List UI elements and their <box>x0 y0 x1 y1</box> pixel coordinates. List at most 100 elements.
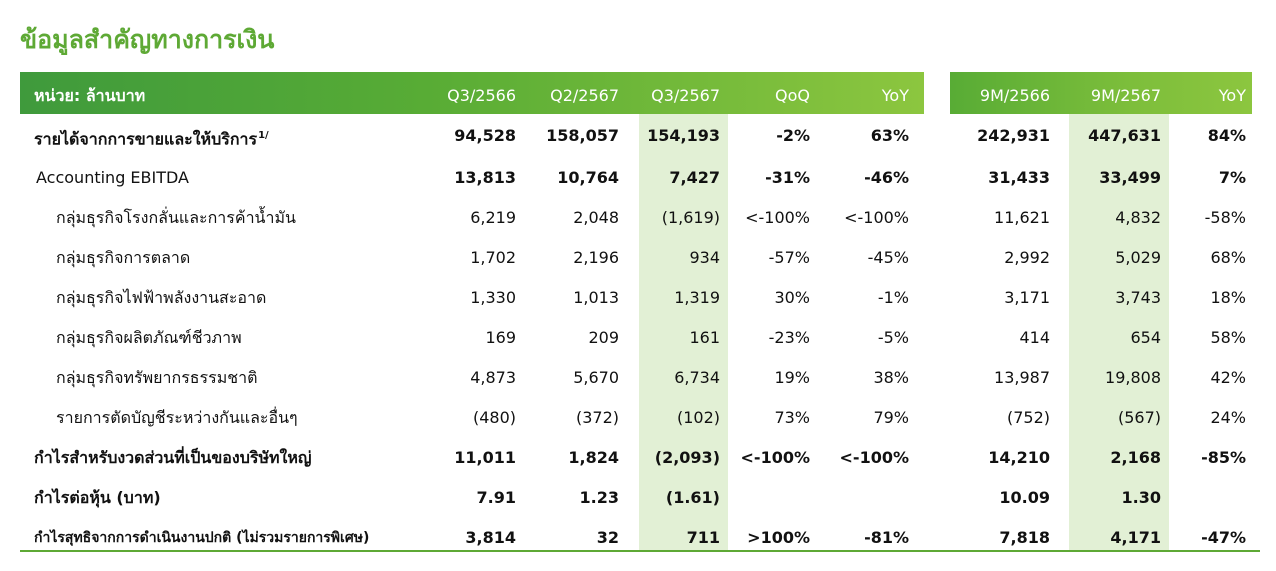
row-label: กำไรสำหรับงวดส่วนที่เป็นของบริษัทใหญ่ <box>34 448 312 467</box>
header-column-0: Q3/2566 <box>447 86 516 105</box>
table-cell: 4,171 <box>1110 528 1161 547</box>
row-label: กลุ่มธุรกิจผลิตภัณฑ์ชีวภาพ <box>56 328 242 347</box>
row-label: กำไรต่อหุ้น (บาท) <box>34 488 161 507</box>
table-cell: 2,048 <box>573 208 619 227</box>
table-cell: -5% <box>877 328 909 347</box>
table-cell: 38% <box>873 368 909 387</box>
table-cell: -2% <box>776 126 810 145</box>
table-cell: 13,813 <box>454 168 516 187</box>
table-cell: 68% <box>1210 248 1246 267</box>
table-cell: 4,873 <box>470 368 516 387</box>
table-cell: 4,832 <box>1115 208 1161 227</box>
table-cell: 11,011 <box>454 448 516 467</box>
highlight-column-9m-2567 <box>1069 114 1169 550</box>
table-cell: <-100% <box>844 208 909 227</box>
table-cell: 3,171 <box>1004 288 1050 307</box>
table-cell: <-100% <box>839 448 909 467</box>
table-cell: -85% <box>1201 448 1246 467</box>
table-cell: 1,013 <box>573 288 619 307</box>
table-cell: 161 <box>689 328 720 347</box>
table-cell: 6,734 <box>674 368 720 387</box>
table-cell: 1,702 <box>470 248 516 267</box>
table-cell: (372) <box>575 408 619 427</box>
table-cell: 84% <box>1207 126 1246 145</box>
table-cell: 19,808 <box>1105 368 1161 387</box>
table-cell: 5,029 <box>1115 248 1161 267</box>
table-cell: 33,499 <box>1099 168 1161 187</box>
table-cell: 10,764 <box>557 168 619 187</box>
table-cell: (1.61) <box>665 488 720 507</box>
table-cell: 158,057 <box>546 126 619 145</box>
header-column-3: QoQ <box>775 86 810 105</box>
table-cell: 2,196 <box>573 248 619 267</box>
table-cell: 73% <box>774 408 810 427</box>
table-cell: <-100% <box>740 448 810 467</box>
table-cell: 209 <box>588 328 619 347</box>
table-bottom-rule <box>20 550 1260 552</box>
table-cell: (567) <box>1117 408 1161 427</box>
header-column-6: 9M/2567 <box>1090 86 1161 105</box>
table-cell: (480) <box>472 408 516 427</box>
table-cell: 10.09 <box>999 488 1050 507</box>
table-cell: -1% <box>877 288 909 307</box>
table-cell: 934 <box>689 248 720 267</box>
table-cell: 7% <box>1218 168 1246 187</box>
table-cell: (2,093) <box>654 448 720 467</box>
header-column-7: YoY <box>1218 86 1246 105</box>
table-cell: 711 <box>686 528 720 547</box>
table-cell: -45% <box>867 248 909 267</box>
table-cell: -58% <box>1204 208 1246 227</box>
table-cell: 654 <box>1130 328 1161 347</box>
table-cell: 242,931 <box>977 126 1050 145</box>
table-header-bar <box>20 72 924 114</box>
table-cell: 7,427 <box>669 168 720 187</box>
table-cell: 5,670 <box>573 368 619 387</box>
table-cell: >100% <box>747 528 810 547</box>
row-label: รายการตัดบัญชีระหว่างกันและอื่นๆ <box>56 408 298 427</box>
row-label: รายได้จากการขายและให้บริการ1/ <box>34 129 269 149</box>
table-cell: 79% <box>873 408 909 427</box>
header-column-5: 9M/2566 <box>979 86 1050 105</box>
table-cell: 31,433 <box>988 168 1050 187</box>
table-header-bar-9m <box>950 72 1252 114</box>
table-cell: 11,621 <box>994 208 1050 227</box>
header-unit-label: หน่วย: ล้านบาท <box>34 86 146 105</box>
table-cell: 169 <box>485 328 516 347</box>
table-cell: 58% <box>1210 328 1246 347</box>
table-cell: 1,330 <box>470 288 516 307</box>
table-cell: 447,631 <box>1088 126 1161 145</box>
table-cell: (1,619) <box>661 208 720 227</box>
table-cell: -23% <box>768 328 810 347</box>
table-cell: 19% <box>774 368 810 387</box>
table-cell: 1.23 <box>579 488 619 507</box>
table-cell: 1.30 <box>1121 488 1161 507</box>
table-cell: 154,193 <box>647 126 720 145</box>
table-cell: 1,824 <box>568 448 619 467</box>
table-cell: 94,528 <box>454 126 516 145</box>
row-label: กลุ่มธุรกิจโรงกลั่นและการค้าน้ำมัน <box>56 208 296 227</box>
table-cell: 6,219 <box>470 208 516 227</box>
table-cell: 13,987 <box>994 368 1050 387</box>
table-cell: 24% <box>1210 408 1246 427</box>
row-label: กลุ่มธุรกิจการตลาด <box>56 248 191 267</box>
table-cell: 63% <box>870 126 909 145</box>
table-cell: 18% <box>1210 288 1246 307</box>
table-cell: 2,168 <box>1110 448 1161 467</box>
header-column-2: Q3/2567 <box>651 86 720 105</box>
row-label: กลุ่มธุรกิจทรัพยากรธรรมชาติ <box>56 368 258 387</box>
header-column-4: YoY <box>881 86 909 105</box>
table-cell: -81% <box>864 528 909 547</box>
table-cell: 32 <box>596 528 619 547</box>
table-cell: 414 <box>1019 328 1050 347</box>
row-label: กลุ่มธุรกิจไฟฟ้าพลังงานสะอาด <box>56 288 267 307</box>
table-cell: (102) <box>676 408 720 427</box>
table-cell: -57% <box>768 248 810 267</box>
table-cell: 42% <box>1210 368 1246 387</box>
table-cell: 2,992 <box>1004 248 1050 267</box>
table-cell: 30% <box>774 288 810 307</box>
table-cell: 7.91 <box>476 488 516 507</box>
table-cell: 14,210 <box>988 448 1050 467</box>
highlight-column-q3-2567 <box>639 114 728 550</box>
page-title: ข้อมูลสำคัญทางการเงิน <box>20 25 275 54</box>
table-cell: 3,814 <box>465 528 516 547</box>
